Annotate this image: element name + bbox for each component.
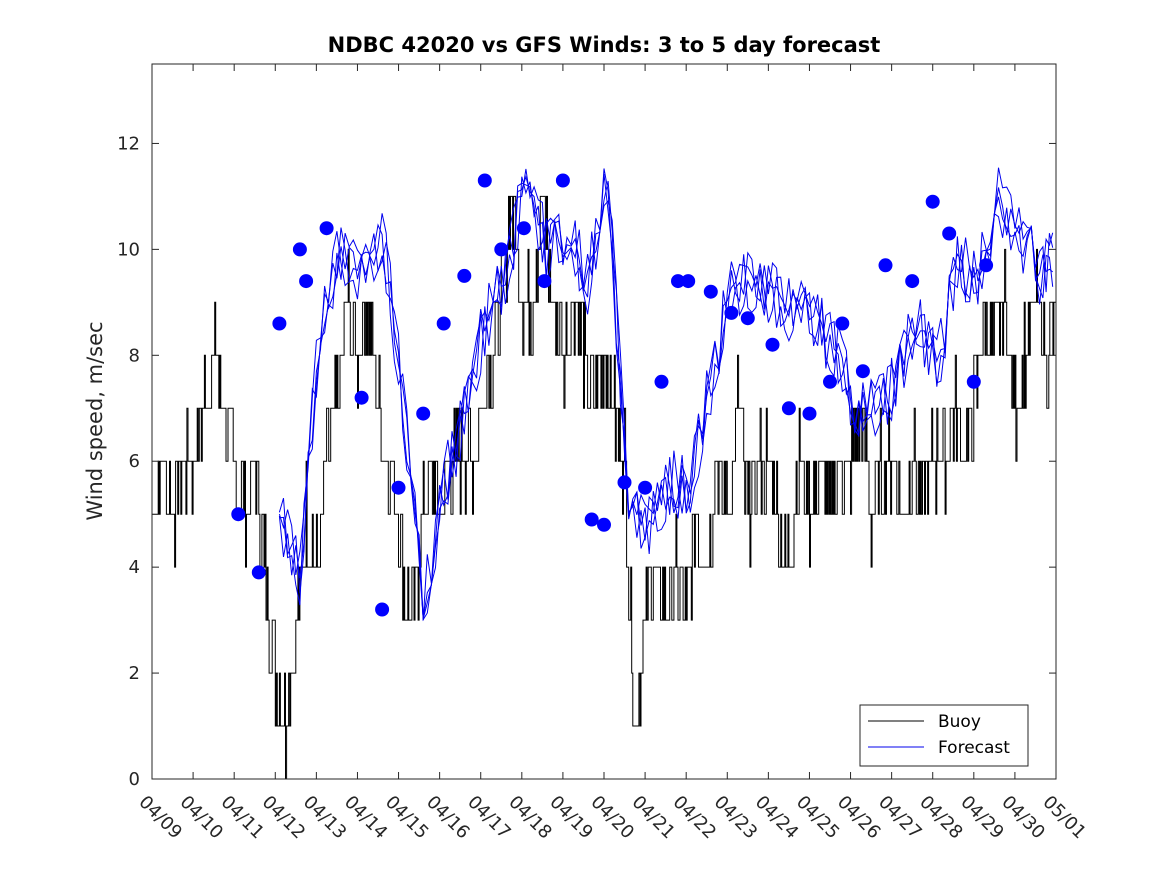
forecast-marker (272, 316, 287, 331)
forecast-marker (942, 226, 957, 241)
y-tick-label: 6 (129, 451, 140, 472)
forecast-marker (319, 221, 334, 236)
forecast-marker (494, 242, 509, 257)
legend-box (859, 704, 1029, 767)
forecast-marker (537, 274, 552, 289)
forecast-marker (654, 374, 669, 389)
legend-buoy-label: Buoy (938, 712, 981, 732)
forecast-marker (477, 173, 492, 188)
buoy-series-line (152, 195, 1056, 780)
y-tick-label: 8 (129, 345, 140, 366)
forecast-marker (765, 337, 780, 352)
forecast-marker (905, 274, 920, 289)
marker-layer (231, 173, 994, 617)
forecast-marker (436, 316, 451, 331)
forecast-marker (555, 173, 570, 188)
y-tick-label: 0 (129, 769, 140, 790)
forecast-marker (781, 401, 796, 416)
plot-area (152, 64, 1056, 779)
forecast-marker (617, 475, 632, 490)
forecast-marker (251, 565, 266, 580)
forecast-marker (724, 305, 739, 320)
forecast-marker (416, 406, 431, 421)
y-tick-label: 10 (117, 239, 140, 260)
forecast-marker (703, 284, 718, 299)
forecast-marker (966, 374, 981, 389)
y-axis-label: Wind speed, m/sec (83, 321, 107, 520)
y-tick-label: 12 (117, 133, 140, 154)
forecast-marker (375, 602, 390, 617)
forecast-marker (835, 316, 850, 331)
forecast-marker (925, 194, 940, 209)
forecast-marker (584, 512, 599, 527)
forecast-marker (457, 268, 472, 283)
forecast-marker (740, 311, 755, 326)
forecast-series-line (278, 182, 1054, 622)
forecast-marker (391, 480, 406, 495)
legend-forecast-label: Forecast (938, 738, 1010, 758)
forecast-marker (516, 221, 531, 236)
forecast-marker (855, 364, 870, 379)
forecast-marker (979, 258, 994, 273)
y-tick-label: 4 (129, 557, 140, 578)
forecast-marker (354, 390, 369, 405)
y-tick-label: 2 (129, 663, 140, 684)
chart-title: NDBC 42020 vs GFS Winds: 3 to 5 day fore… (328, 33, 881, 57)
forecast-series-line (278, 168, 1054, 619)
forecast-marker (878, 258, 893, 273)
forecast-marker (597, 517, 611, 532)
forecast-marker (802, 406, 817, 421)
forecast-series-line (278, 167, 1054, 620)
legend: Buoy Forecast (859, 704, 1029, 767)
forecast-marker (292, 242, 307, 257)
forecast-marker (638, 480, 653, 495)
forecast-marker (299, 274, 314, 289)
series-layer (152, 167, 1056, 780)
forecast-marker (823, 374, 837, 389)
forecast-marker (681, 274, 696, 289)
forecast-marker (231, 507, 246, 522)
